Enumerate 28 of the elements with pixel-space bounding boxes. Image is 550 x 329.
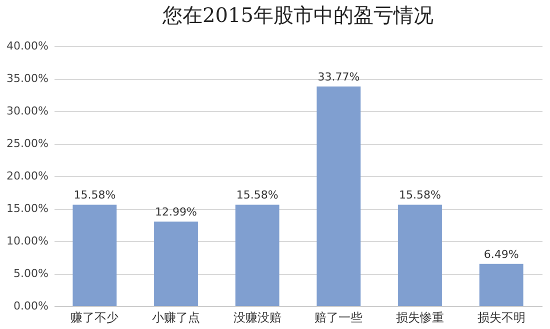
y-tick-label: 20.00% — [6, 170, 48, 182]
data-label: 15.58% — [399, 188, 441, 202]
chart-title: 您在2015年股市中的盈亏情况 — [162, 3, 434, 27]
x-tick-label: 没赚没赔 — [233, 310, 282, 324]
data-label: 33.77% — [318, 70, 360, 84]
bar — [479, 264, 524, 306]
x-tick-label: 赚了不少 — [70, 310, 119, 324]
bar — [154, 222, 198, 306]
bar — [316, 86, 361, 306]
data-label: 12.99% — [155, 206, 197, 219]
data-label: 6.49% — [484, 248, 519, 261]
y-tick-label: 35.00% — [6, 72, 48, 85]
y-tick-label: 5.00% — [14, 267, 48, 280]
x-tick-label: 损失惨重 — [396, 310, 444, 324]
y-tick-label: 15.00% — [6, 202, 48, 215]
data-label: 15.58% — [74, 188, 116, 202]
x-tick-label: 小赚了点 — [152, 310, 200, 324]
x-tick-label: 损失不明 — [477, 310, 526, 324]
bar — [72, 204, 117, 306]
y-tick-label: 0.00% — [14, 300, 48, 312]
y-tick-label: 10.00% — [6, 234, 48, 248]
y-tick-label: 25.00% — [6, 137, 48, 150]
bar — [398, 204, 442, 306]
data-label: 15.58% — [236, 188, 278, 202]
y-tick-label: 30.00% — [6, 104, 48, 118]
y-tick-label: 40.00% — [6, 40, 48, 52]
bar — [235, 204, 280, 306]
x-tick-label: 赔了一些 — [314, 310, 363, 324]
